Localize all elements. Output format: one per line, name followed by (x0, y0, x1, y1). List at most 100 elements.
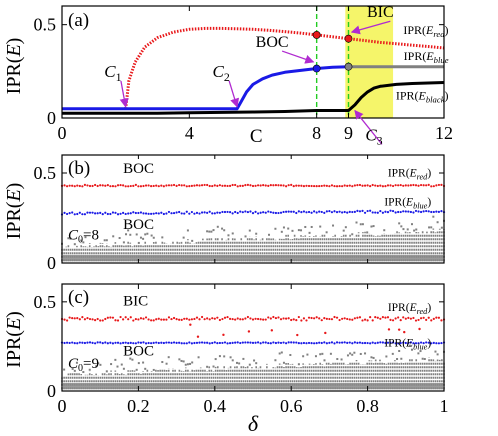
series-point (391, 341, 395, 344)
series-point (185, 210, 188, 213)
series-point (190, 184, 193, 187)
series-point (193, 184, 196, 187)
series-point (353, 184, 356, 187)
series-point (422, 342, 425, 345)
series-point (119, 183, 122, 187)
series-point (116, 184, 120, 187)
background-state-point (361, 223, 364, 226)
series-point (167, 316, 171, 319)
series-point (323, 341, 326, 344)
x-tick-label: 0 (58, 123, 67, 143)
series-point (65, 185, 69, 188)
series-point (318, 210, 321, 213)
annotation-arrow (228, 80, 240, 108)
background-state-point (161, 236, 164, 239)
background-state-point (112, 235, 115, 238)
series-point (328, 341, 331, 344)
background-state-point (82, 241, 85, 244)
series-point (412, 316, 415, 320)
series-point (369, 185, 372, 188)
series-point (71, 184, 74, 187)
series-point (351, 342, 354, 345)
series-point (239, 341, 242, 345)
series-point (358, 183, 362, 187)
annotation-arrow (281, 50, 315, 64)
panel-label: (b) (68, 158, 90, 179)
series-point (157, 185, 160, 188)
background-state-point (161, 361, 164, 364)
background-state-point (406, 228, 409, 231)
series-point (256, 341, 260, 344)
series-outlier-point (403, 330, 406, 334)
series-point (274, 316, 278, 320)
series-point (292, 210, 295, 213)
background-state-point (402, 228, 405, 231)
series-point (323, 316, 326, 320)
series-point (256, 317, 260, 321)
series-point (114, 319, 117, 322)
series-point (134, 342, 137, 345)
background-state-point (287, 227, 290, 230)
series-point (172, 183, 176, 187)
series-point (134, 183, 137, 186)
series-point (397, 184, 400, 187)
series-point (376, 211, 379, 214)
series-point (346, 211, 349, 214)
series-point (251, 341, 255, 344)
series-point (277, 341, 280, 344)
series-point (152, 184, 155, 188)
series-point (241, 211, 244, 214)
background-state-point (223, 355, 226, 358)
series-point (341, 317, 344, 320)
series-line (124, 26, 445, 109)
series-point (437, 183, 441, 187)
series-point (320, 210, 323, 214)
x-tick-label: 0.2 (127, 396, 150, 416)
background-state-point (63, 368, 66, 371)
series-point (109, 212, 112, 216)
series-point (231, 212, 234, 215)
series-point (129, 316, 132, 319)
highlight-region (345, 6, 394, 118)
background-state-point (359, 223, 362, 226)
background-state-point (182, 360, 185, 363)
legend-label: IPR(Eblue) (384, 337, 431, 351)
series-point (234, 210, 237, 214)
series-point (430, 185, 433, 188)
series-point (384, 316, 387, 319)
series-outlier-point (324, 331, 327, 335)
series-point (239, 184, 242, 187)
series-point (200, 341, 204, 344)
series-point (256, 184, 260, 187)
series-point (325, 317, 328, 320)
series-point (83, 318, 87, 321)
background-state-point (302, 355, 305, 358)
series-point (94, 342, 97, 345)
background-state-point (142, 361, 145, 364)
series-point (150, 342, 153, 345)
series-point (216, 211, 219, 214)
panel-a: 0 0.5 0 4 8 9 12 C IPR(E) (a) C1 C2 C3 BOC BIC IPR(Ered… (3, 4, 453, 147)
series-outlier-point (296, 333, 299, 337)
background-state-point (137, 362, 140, 365)
series-point (407, 342, 410, 345)
background-state-point (105, 239, 108, 242)
series-point (374, 316, 377, 319)
series-point (328, 209, 331, 213)
series-point (361, 319, 364, 322)
series-point (254, 317, 257, 320)
y-tick-label: 0.5 (34, 292, 57, 312)
background-state-point (308, 231, 311, 234)
series-point (402, 316, 405, 319)
point-marker (312, 31, 321, 39)
series-point (335, 185, 339, 188)
series-point (213, 317, 216, 320)
series-point (417, 210, 420, 213)
series-point (160, 318, 163, 321)
series-point (129, 212, 132, 215)
series-point (244, 341, 247, 344)
series-point (404, 341, 407, 345)
background-state-point (206, 365, 209, 368)
series-point (157, 212, 160, 215)
